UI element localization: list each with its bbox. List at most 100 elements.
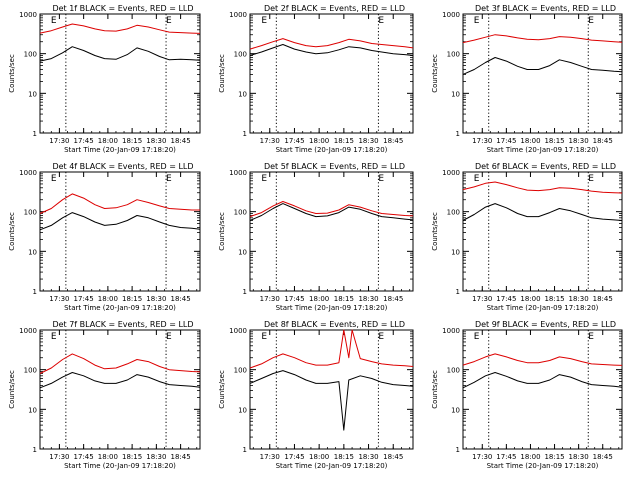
y-tick-label: 1000 [19, 11, 37, 19]
corner-mark: E [588, 16, 594, 26]
x-tick-label: 18:30 [358, 295, 378, 303]
chart-title: Det 6f BLACK = Events, RED = LLD [475, 162, 616, 171]
corner-mark: E [51, 332, 57, 342]
series-line-events [249, 203, 414, 221]
plot-frame [39, 171, 201, 292]
x-tick-label: 18:00 [520, 453, 540, 461]
y-tick-label: 1000 [442, 11, 460, 19]
y-axis-label: Counts/sec [218, 212, 226, 251]
corner-mark: E [261, 174, 267, 184]
y-tick-label: 10 [238, 406, 247, 414]
corner-mark: E [474, 174, 480, 184]
series-line-lld [39, 193, 200, 214]
y-tick-label: 10 [451, 90, 460, 98]
series-line-events [249, 370, 414, 431]
y-tick-label: 1 [33, 288, 37, 296]
x-tick-label: 18:15 [334, 137, 354, 145]
y-tick-label: 1000 [229, 11, 247, 19]
chart-panel: Det 4f BLACK = Events, RED = LLD 1 10 100 10… [8, 162, 201, 312]
chart-title: Det 3f BLACK = Events, RED = LLD [475, 4, 616, 13]
chart-panel: Det 7f BLACK = Events, RED = LLD 1 10 100 10… [8, 320, 201, 470]
y-tick-label: 1 [243, 446, 247, 454]
x-tick-label: 18:30 [569, 137, 589, 145]
x-tick-label: 18:45 [383, 137, 403, 145]
x-tick-label: 18:30 [358, 453, 378, 461]
corner-mark: E [51, 16, 57, 26]
x-tick-label: 17:45 [284, 137, 304, 145]
chart-panel: Det 1f BLACK = Events, RED = LLD 1 10 100 10… [8, 4, 201, 154]
x-tick-label: 17:45 [284, 453, 304, 461]
chart-title: Det 4f BLACK = Events, RED = LLD [52, 162, 193, 171]
y-tick-label: 10 [28, 248, 37, 256]
x-axis-label: Start Time (20-Jan-09 17:18:20) [276, 304, 388, 312]
x-tick-label: 18:15 [544, 295, 564, 303]
y-tick-label: 1 [456, 130, 460, 138]
y-tick-label: 1000 [442, 327, 460, 335]
plot-frame [249, 329, 414, 450]
x-tick-label: 17:45 [74, 295, 94, 303]
x-tick-label: 17:45 [496, 137, 516, 145]
y-tick-label: 1 [456, 288, 460, 296]
x-axis-label: Start Time (20-Jan-09 17:18:20) [64, 462, 176, 470]
series-line-events [462, 203, 623, 221]
x-tick-label: 17:30 [472, 137, 492, 145]
x-tick-label: 18:45 [383, 453, 403, 461]
y-tick-label: 1 [33, 446, 37, 454]
y-axis-label: Counts/sec [8, 212, 16, 251]
chart-title: Det 1f BLACK = Events, RED = LLD [52, 4, 193, 13]
y-tick-label: 1000 [229, 169, 247, 177]
corner-mark: E [261, 16, 267, 26]
x-tick-label: 18:45 [593, 453, 613, 461]
chart-title: Det 8f BLACK = Events, RED = LLD [264, 320, 405, 329]
plot-frame [462, 329, 623, 450]
x-tick-label: 17:30 [472, 453, 492, 461]
plot-frame [462, 171, 623, 292]
y-axis-label: Counts/sec [431, 54, 439, 93]
chart-title: Det 5f BLACK = Events, RED = LLD [264, 162, 405, 171]
y-tick-label: 100 [234, 367, 247, 375]
x-tick-label: 18:45 [171, 295, 191, 303]
y-axis-label: Counts/sec [8, 54, 16, 93]
x-tick-label: 17:30 [260, 453, 280, 461]
y-tick-label: 1 [243, 288, 247, 296]
series-line-lld [462, 353, 623, 366]
plot-frame [249, 13, 414, 134]
plot-frame [39, 329, 201, 450]
y-tick-label: 1000 [19, 169, 37, 177]
corner-mark: E [166, 174, 172, 184]
y-tick-label: 10 [238, 90, 247, 98]
corner-mark: E [474, 16, 480, 26]
y-tick-label: 100 [447, 367, 460, 375]
x-axis-label: Start Time (20-Jan-09 17:18:20) [64, 304, 176, 312]
y-tick-label: 1 [243, 130, 247, 138]
x-tick-label: 17:45 [74, 453, 94, 461]
chart-panel: Det 6f BLACK = Events, RED = LLD 1 10 100 10… [431, 162, 623, 312]
x-tick-label: 18:15 [544, 453, 564, 461]
y-tick-label: 1000 [19, 327, 37, 335]
series-line-lld [39, 353, 201, 374]
x-tick-label: 18:00 [309, 453, 329, 461]
x-tick-label: 17:30 [472, 295, 492, 303]
chart-panel: Det 8f BLACK = Events, RED = LLD 1 10 100 10… [218, 320, 414, 470]
y-tick-label: 100 [447, 51, 460, 59]
y-tick-label: 10 [28, 406, 37, 414]
plot-frame [462, 13, 623, 134]
x-tick-label: 18:30 [358, 137, 378, 145]
plot-frame [39, 13, 201, 134]
x-tick-label: 18:15 [544, 137, 564, 145]
plot-frame [249, 171, 414, 292]
chart-panel: Det 5f BLACK = Events, RED = LLD 1 10 100 10… [218, 162, 414, 312]
chart-title: Det 9f BLACK = Events, RED = LLD [475, 320, 616, 329]
x-axis-label: Start Time (20-Jan-09 17:18:20) [487, 462, 599, 470]
x-tick-label: 18:15 [122, 137, 142, 145]
x-tick-label: 17:30 [260, 295, 280, 303]
y-tick-label: 1 [456, 446, 460, 454]
corner-mark: E [378, 332, 384, 342]
chart-title: Det 2f BLACK = Events, RED = LLD [264, 4, 405, 13]
x-axis-label: Start Time (20-Jan-09 17:18:20) [487, 304, 599, 312]
corner-mark: E [474, 332, 480, 342]
y-tick-label: 100 [234, 209, 247, 217]
x-tick-label: 17:45 [284, 295, 304, 303]
series-line-lld [462, 34, 623, 44]
x-tick-label: 18:00 [309, 295, 329, 303]
